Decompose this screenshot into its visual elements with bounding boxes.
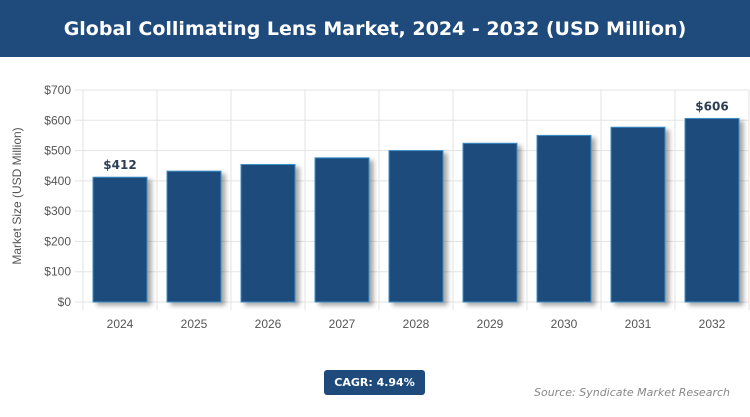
bar-chart: $0 $100 $200 $300 $400 $500 $600 $700 Market Siz… — [10, 83, 750, 331]
x-tick-label: 2025 — [181, 317, 208, 331]
y-tick-label: $400 — [44, 174, 71, 188]
source-note: Source: Syndicate Market Research — [534, 386, 730, 399]
bar-2024 — [92, 176, 148, 303]
bar-2029 — [462, 142, 518, 303]
x-tick-label: 2027 — [329, 317, 356, 331]
y-tick-label: $200 — [44, 234, 71, 248]
bar-2028 — [388, 150, 444, 303]
bar-2026 — [240, 164, 296, 303]
bar-2030 — [536, 134, 592, 303]
x-tick-label: 2030 — [551, 317, 578, 331]
bar-2031 — [610, 126, 666, 303]
x-tick-label: 2026 — [255, 317, 282, 331]
y-axis-title: Market Size (USD Million) — [10, 127, 24, 264]
bar-2025 — [166, 170, 222, 303]
y-tick-label: $600 — [44, 113, 71, 127]
bar-2027 — [314, 157, 370, 303]
x-tick-label: 2024 — [107, 317, 134, 331]
y-tick-label: $100 — [44, 265, 71, 279]
cagr-badge: CAGR: 4.94% — [324, 370, 425, 395]
y-tick-label: $500 — [44, 144, 71, 158]
y-tick-label: $0 — [58, 295, 72, 309]
y-tick-label: $300 — [44, 204, 71, 218]
x-tick-label: 2028 — [403, 317, 430, 331]
y-tick-label: $700 — [44, 83, 71, 97]
bar-2032 — [684, 117, 740, 303]
x-tick-label: 2031 — [625, 317, 652, 331]
x-tick-label: 2032 — [699, 317, 726, 331]
data-label: $412 — [103, 158, 136, 172]
x-tick-label: 2029 — [477, 317, 504, 331]
chart-title: Global Collimating Lens Market, 2024 - 2… — [0, 0, 750, 57]
data-label: $606 — [695, 99, 728, 113]
